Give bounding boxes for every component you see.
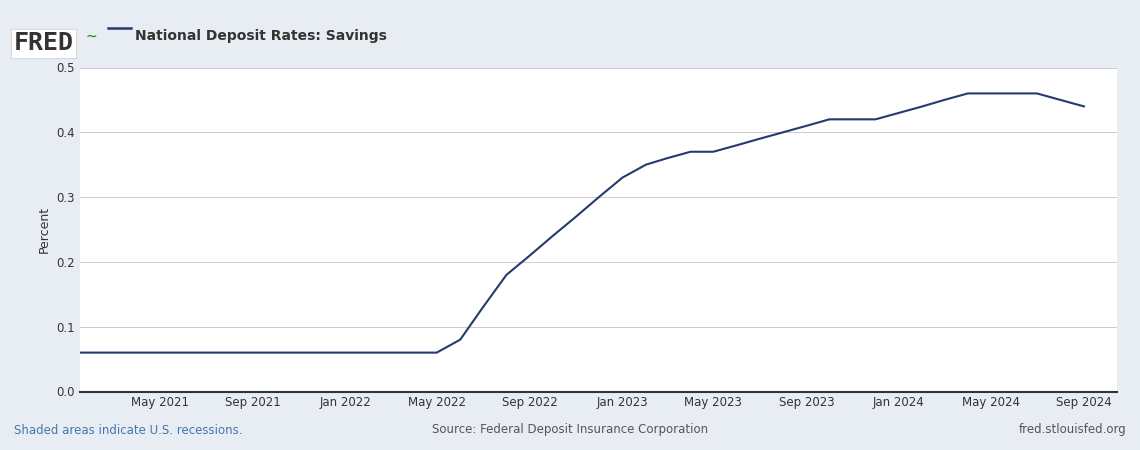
Text: fred.stlouisfed.org: fred.stlouisfed.org: [1018, 423, 1126, 436]
Text: FRED: FRED: [14, 32, 74, 55]
Text: Shaded areas indicate U.S. recessions.: Shaded areas indicate U.S. recessions.: [14, 423, 242, 436]
Y-axis label: Percent: Percent: [38, 206, 51, 253]
Text: ~: ~: [86, 29, 97, 43]
Text: National Deposit Rates: Savings: National Deposit Rates: Savings: [135, 29, 386, 43]
Text: Source: Federal Deposit Insurance Corporation: Source: Federal Deposit Insurance Corpor…: [432, 423, 708, 436]
